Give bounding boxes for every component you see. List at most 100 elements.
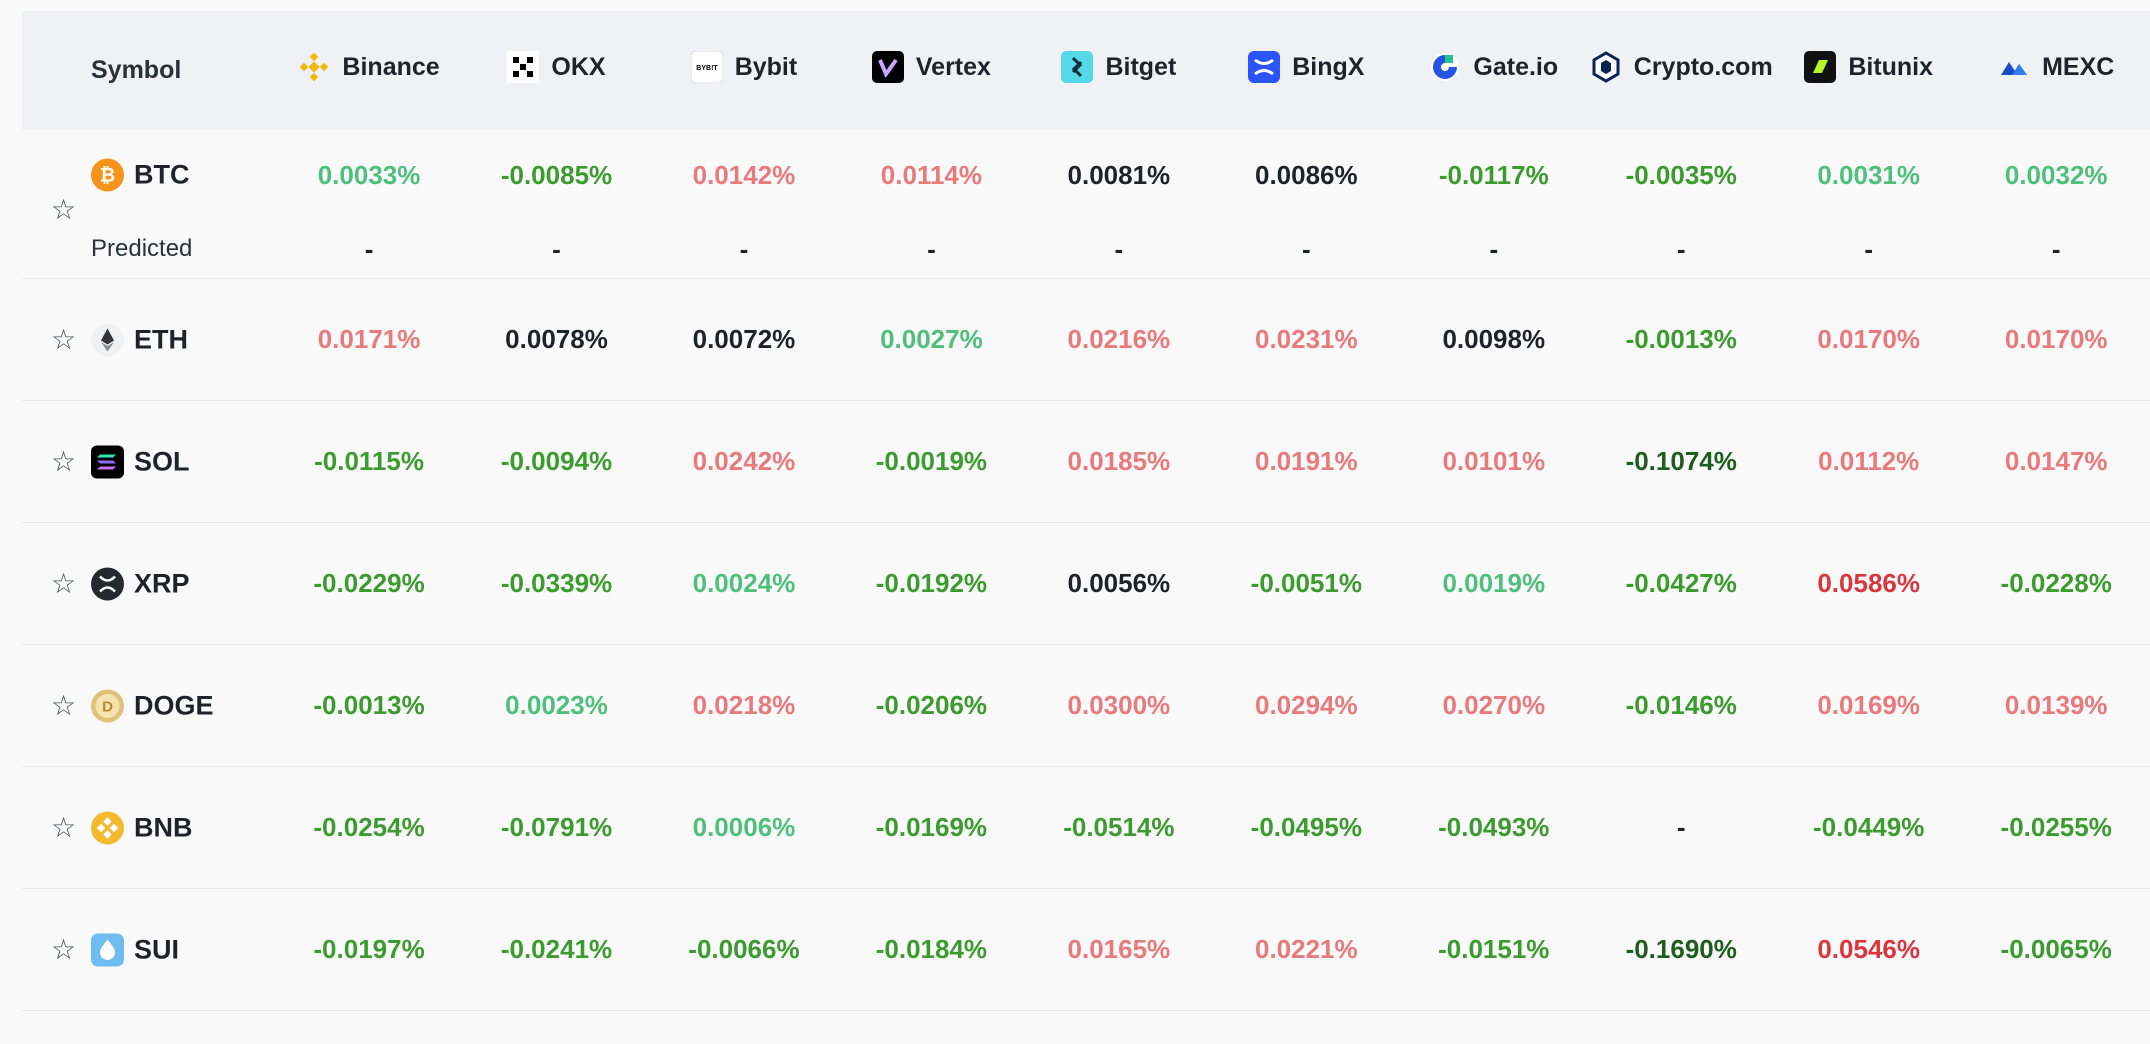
funding-rate-cell: - [1676, 812, 1686, 842]
symbol-cell: ☆ D DOGE [22, 645, 275, 767]
exchange-column-header-bingx[interactable]: BingX [1213, 11, 1400, 130]
funding-rate-cell: 0.0294% [1254, 690, 1358, 720]
favorite-star-icon[interactable]: ☆ [51, 194, 77, 225]
okx-icon [507, 51, 540, 83]
exchange-column-header-vertex[interactable]: Vertex [838, 11, 1025, 130]
coin-symbol-label: BTC [134, 159, 190, 190]
eth-icon [91, 323, 124, 356]
funding-rate-cell: -0.0228% [2000, 568, 2112, 598]
table-row: ☆ D DOGE -0.0013% 0.0023% 0.0218% -0.0206% 0.03… [22, 645, 2150, 767]
favorite-star-icon[interactable]: ☆ [51, 689, 77, 721]
funding-rate-cell: -0.0255% [2000, 812, 2112, 842]
favorite-star-icon[interactable]: ☆ [51, 933, 77, 965]
svg-text:BYB!T: BYB!T [696, 65, 718, 72]
exchange-header-content: Crypto.com [1590, 51, 1773, 83]
funding-rate-cell: -0.0085% [500, 159, 613, 190]
table-row: ☆ ₿ BTC 0.0033% -0.0085% 0.0142% 0.0114% 0.0081… [22, 130, 2150, 224]
exchange-header-content: Bitget [1061, 51, 1176, 83]
binance-icon [298, 51, 330, 83]
coin-symbol[interactable]: ETH [91, 323, 188, 356]
funding-rate-cell: 0.0078% [505, 324, 608, 354]
exchange-column-header-bybit[interactable]: BYB!T Bybit [650, 11, 837, 130]
funding-rate-cell: -0.1690% [1625, 934, 1737, 964]
exchange-column-header-mexc[interactable]: MEXC [1962, 11, 2150, 130]
exchange-name: Binance [342, 52, 440, 81]
exchange-column-header-okx[interactable]: OKX [463, 11, 650, 130]
exchange-header-content: OKX [507, 51, 606, 83]
table-row: ☆ XRP -0.0229% -0.0339% 0.0024% -0.0192% 0.005… [22, 523, 2150, 645]
exchange-header-content: Bitunix [1804, 51, 1933, 83]
funding-rate-cell: -0.0229% [313, 568, 425, 598]
bybit-icon: BYB!T [690, 51, 723, 83]
funding-rate-cell: 0.0024% [692, 568, 796, 598]
exchange-column-header-binance[interactable]: Binance [275, 11, 462, 130]
predicted-row: Predicted - - - - - - - - - - [22, 220, 2150, 279]
funding-rate-cell: -0.0254% [313, 812, 425, 842]
table-header: Symbol Binance OKX BYB!T Bybit Vertex Bitget B… [22, 11, 2150, 130]
exchange-name: Bitunix [1848, 52, 1934, 81]
coin-symbol[interactable]: BNB [91, 811, 193, 844]
funding-rate-cell: -0.0117% [1438, 159, 1549, 190]
symbol-cell: ☆ BNB [22, 767, 275, 889]
exchange-column-header-bitunix[interactable]: Bitunix [1775, 11, 1962, 130]
exchange-column-header-gateio[interactable]: Gate.io [1400, 11, 1587, 130]
xrp-icon [91, 567, 124, 600]
symbol-cell: ☆ ETH [22, 279, 275, 401]
predicted-rate-cell: - [1301, 233, 1311, 264]
favorite-star-icon[interactable]: ☆ [51, 445, 77, 477]
funding-rate-cell: -0.0051% [1250, 568, 1362, 598]
funding-rate-cell: 0.0072% [692, 324, 796, 354]
funding-rate-table-container: Symbol Binance OKX BYB!T Bybit Vertex Bitget B… [22, 11, 2150, 1011]
coin-symbol[interactable]: SOL [91, 445, 190, 478]
funding-rate-cell: 0.0300% [1067, 690, 1171, 720]
funding-rate-cell: -0.0241% [500, 934, 613, 964]
symbol-column-header[interactable]: Symbol [91, 56, 182, 84]
favorite-star-icon[interactable]: ☆ [51, 323, 77, 355]
coin-symbol-label: DOGE [134, 690, 214, 720]
exchange-name: OKX [551, 52, 606, 81]
funding-rate-cell: -0.0206% [875, 690, 988, 720]
exchange-name: Crypto.com [1633, 52, 1773, 81]
funding-rate-cell: -0.0514% [1063, 812, 1175, 842]
exchange-name: Bybit [734, 52, 798, 81]
funding-rate-cell: -0.0493% [1438, 812, 1550, 842]
coin-symbol[interactable]: SUI [91, 933, 179, 966]
funding-rate-cell: 0.0586% [1817, 568, 1920, 598]
funding-rate-cell: 0.0165% [1067, 934, 1171, 964]
funding-rate-cell: -0.0019% [875, 446, 988, 476]
svg-text:D: D [102, 698, 113, 715]
predicted-rate-cell: - [2051, 233, 2061, 264]
funding-rate-cell: 0.0270% [1442, 690, 1546, 720]
favorite-star-icon[interactable]: ☆ [51, 567, 77, 599]
coin-symbol-label: XRP [134, 568, 190, 598]
funding-rate-cell: 0.0114% [880, 159, 983, 190]
funding-rate-cell: -0.0151% [1438, 934, 1550, 964]
funding-rate-cell: 0.0242% [692, 446, 796, 476]
doge-icon: D [91, 689, 124, 722]
predicted-rate-cell: - [1864, 233, 1874, 264]
funding-rate-cell: 0.0101% [1442, 446, 1546, 476]
funding-rate-cell: 0.0081% [1067, 159, 1171, 190]
funding-rate-cell: 0.0033% [317, 159, 421, 190]
funding-rate-cell: 0.0218% [692, 690, 796, 720]
funding-rate-cell: -0.0197% [313, 934, 425, 964]
funding-rate-cell: 0.0139% [2004, 690, 2108, 720]
exchange-column-header-cryptocom[interactable]: Crypto.com [1588, 11, 1775, 130]
funding-rate-cell: 0.0032% [2004, 159, 2108, 190]
funding-rate-cell: -0.0013% [313, 690, 425, 720]
predicted-rate-cell: - [1114, 233, 1124, 264]
symbol-cell: ☆ SOL [22, 401, 275, 523]
coin-symbol[interactable]: D DOGE [91, 689, 214, 722]
funding-rate-cell: -0.0066% [688, 934, 800, 964]
funding-rate-cell: -0.0449% [1813, 812, 1925, 842]
predicted-label: Predicted [91, 235, 193, 262]
coin-symbol[interactable]: XRP [91, 567, 190, 600]
coin-symbol[interactable]: ₿ BTC [91, 158, 190, 192]
funding-rate-cell: -0.0339% [500, 568, 613, 598]
exchange-column-header-bitget[interactable]: Bitget [1025, 11, 1212, 130]
funding-rate-cell: -0.0115% [314, 446, 424, 476]
funding-rate-table: Symbol Binance OKX BYB!T Bybit Vertex Bitget B… [22, 11, 2150, 1011]
predicted-rate-cell: - [364, 233, 374, 264]
predicted-rate-cell: - [739, 233, 749, 264]
favorite-star-icon[interactable]: ☆ [51, 811, 77, 843]
